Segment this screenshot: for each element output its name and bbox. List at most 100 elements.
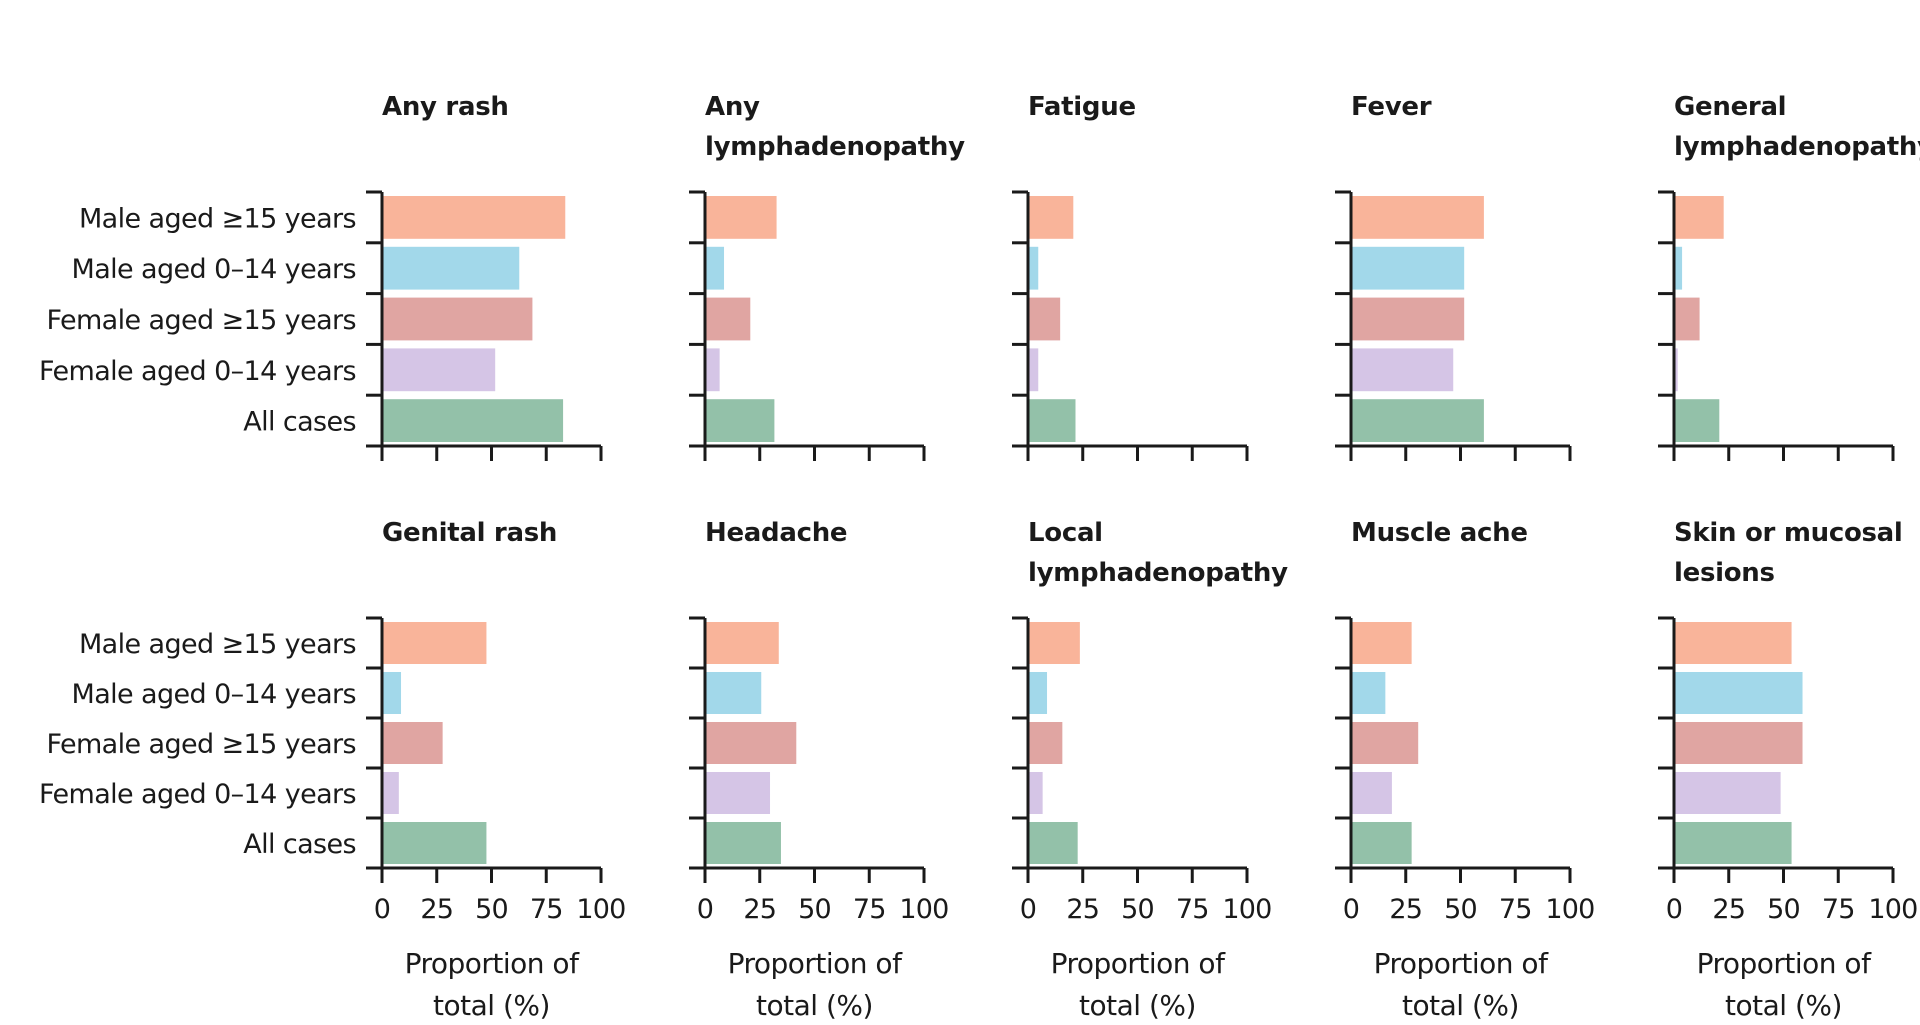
x-axis-label: total (%) <box>433 989 550 1022</box>
panel-title: Genital rash <box>382 518 557 548</box>
panel-title: Skin or mucosal <box>1674 518 1903 548</box>
panel-title: General <box>1674 92 1786 122</box>
bar-all-cases <box>383 399 564 442</box>
x-tick-label: 75 <box>530 894 563 925</box>
category-label: Female aged ≥15 years <box>47 305 357 336</box>
panel-1: Any lymphadenopathy <box>689 92 965 461</box>
x-axis-label: total (%) <box>1079 989 1196 1022</box>
category-label: All cases <box>243 407 356 438</box>
bar-all-cases <box>1352 399 1484 442</box>
x-tick-label: 50 <box>1767 894 1800 925</box>
x-tick-label: 75 <box>1176 894 1209 925</box>
bar-group-3 <box>1029 348 1039 392</box>
category-label: Male aged 0–14 years <box>72 254 356 285</box>
x-tick-label: 0 <box>1343 894 1359 925</box>
panel-0: Any rash Male aged ≥15 years Male aged 0–1… <box>39 92 603 461</box>
bar-group-0 <box>706 196 777 239</box>
bar-group-0 <box>383 196 566 239</box>
bar-all-cases <box>1029 399 1076 442</box>
panel-5: Genital rash 0 25 50 75 100 Male aged ≥15 year… <box>39 518 626 1022</box>
x-tick-label: 0 <box>1666 894 1682 925</box>
x-tick-label: 25 <box>743 894 776 925</box>
bar-group-1 <box>1675 246 1683 290</box>
panel-7: Local lymphadenopathy 0 25 50 75 100 Proportion… <box>1012 518 1288 1022</box>
bar-all-cases <box>706 822 781 864</box>
panel-title: lymphadenopathy <box>705 132 965 162</box>
panel-4: General lymphadenopathy <box>1658 92 1920 461</box>
bar-group-1 <box>1029 672 1048 714</box>
bar-group-1 <box>1029 246 1039 290</box>
x-axis-label: total (%) <box>1725 989 1842 1022</box>
bar-group-3 <box>383 348 496 392</box>
x-tick-label: 25 <box>1389 894 1422 925</box>
bar-group-0 <box>1029 622 1080 664</box>
bar-group-2 <box>1029 722 1063 764</box>
bar-group-2 <box>383 722 443 764</box>
x-axis-label: Proportion of <box>1374 947 1550 980</box>
bar-group-3 <box>383 772 399 814</box>
bar-group-2 <box>383 297 533 341</box>
panel-title: Muscle ache <box>1351 518 1528 548</box>
bar-group-3 <box>1029 772 1043 814</box>
bar-all-cases <box>383 822 487 864</box>
bar-group-0 <box>706 622 779 664</box>
x-tick-label: 0 <box>697 894 713 925</box>
bar-group-0 <box>1352 622 1412 664</box>
bar-group-3 <box>706 772 771 814</box>
category-label: Male aged ≥15 years <box>79 629 356 660</box>
x-tick-label: 25 <box>1712 894 1745 925</box>
x-tick-label: 25 <box>1066 894 1099 925</box>
x-tick-label: 50 <box>1444 894 1477 925</box>
bar-group-2 <box>1352 297 1465 341</box>
x-tick-label: 75 <box>1499 894 1532 925</box>
panel-title: Headache <box>705 518 847 548</box>
panel-title: Fatigue <box>1028 92 1136 122</box>
panel-title: Local <box>1028 518 1103 548</box>
bar-group-1 <box>1675 672 1803 714</box>
bar-group-1 <box>383 246 520 290</box>
bar-group-1 <box>1352 246 1465 290</box>
panel-2: Fatigue <box>1012 92 1249 461</box>
x-tick-label: 0 <box>1020 894 1036 925</box>
bar-group-2 <box>1029 297 1061 341</box>
panel-9: Skin or mucosal lesions 0 25 50 75 100 Proporti… <box>1658 518 1918 1022</box>
x-tick-label: 75 <box>1822 894 1855 925</box>
bar-group-2 <box>706 297 751 341</box>
panel-title: lymphadenopathy <box>1028 558 1288 588</box>
panel-6: Headache 0 25 50 75 100 Proportion of total (%) <box>689 518 949 1022</box>
bar-group-1 <box>1352 672 1386 714</box>
x-axis-label: Proportion of <box>728 947 904 980</box>
bar-group-0 <box>1029 196 1074 239</box>
bar-group-2 <box>706 722 797 764</box>
bar-group-3 <box>1352 772 1392 814</box>
panel-title: lymphadenopathy <box>1674 132 1920 162</box>
x-axis-label: Proportion of <box>1697 947 1873 980</box>
bar-group-2 <box>1675 722 1803 764</box>
bar-all-cases <box>1352 822 1412 864</box>
bar-group-0 <box>1352 196 1484 239</box>
bar-group-0 <box>1675 622 1792 664</box>
category-label: Female aged 0–14 years <box>39 356 356 387</box>
bar-group-3 <box>1675 772 1781 814</box>
x-axis-label: total (%) <box>756 989 873 1022</box>
bar-all-cases <box>1675 399 1720 442</box>
x-axis-label: total (%) <box>1402 989 1519 1022</box>
bar-group-3 <box>1675 348 1678 392</box>
bar-group-2 <box>1352 722 1419 764</box>
x-tick-label: 100 <box>1222 894 1271 925</box>
panel-3: Fever <box>1335 92 1572 461</box>
x-tick-label: 50 <box>798 894 831 925</box>
category-label: Male aged ≥15 years <box>79 203 356 234</box>
bar-group-0 <box>1675 196 1724 239</box>
bar-all-cases <box>1675 822 1792 864</box>
panel-title: Fever <box>1351 92 1432 122</box>
panel-8: Muscle ache 0 25 50 75 100 Proportion of total … <box>1335 518 1595 1022</box>
bar-group-1 <box>706 246 725 290</box>
bar-all-cases <box>1029 822 1078 864</box>
bar-group-2 <box>1675 297 1700 341</box>
x-tick-label: 0 <box>374 894 390 925</box>
bar-group-3 <box>706 348 720 392</box>
category-label: All cases <box>243 829 356 860</box>
bar-group-3 <box>1352 348 1454 392</box>
